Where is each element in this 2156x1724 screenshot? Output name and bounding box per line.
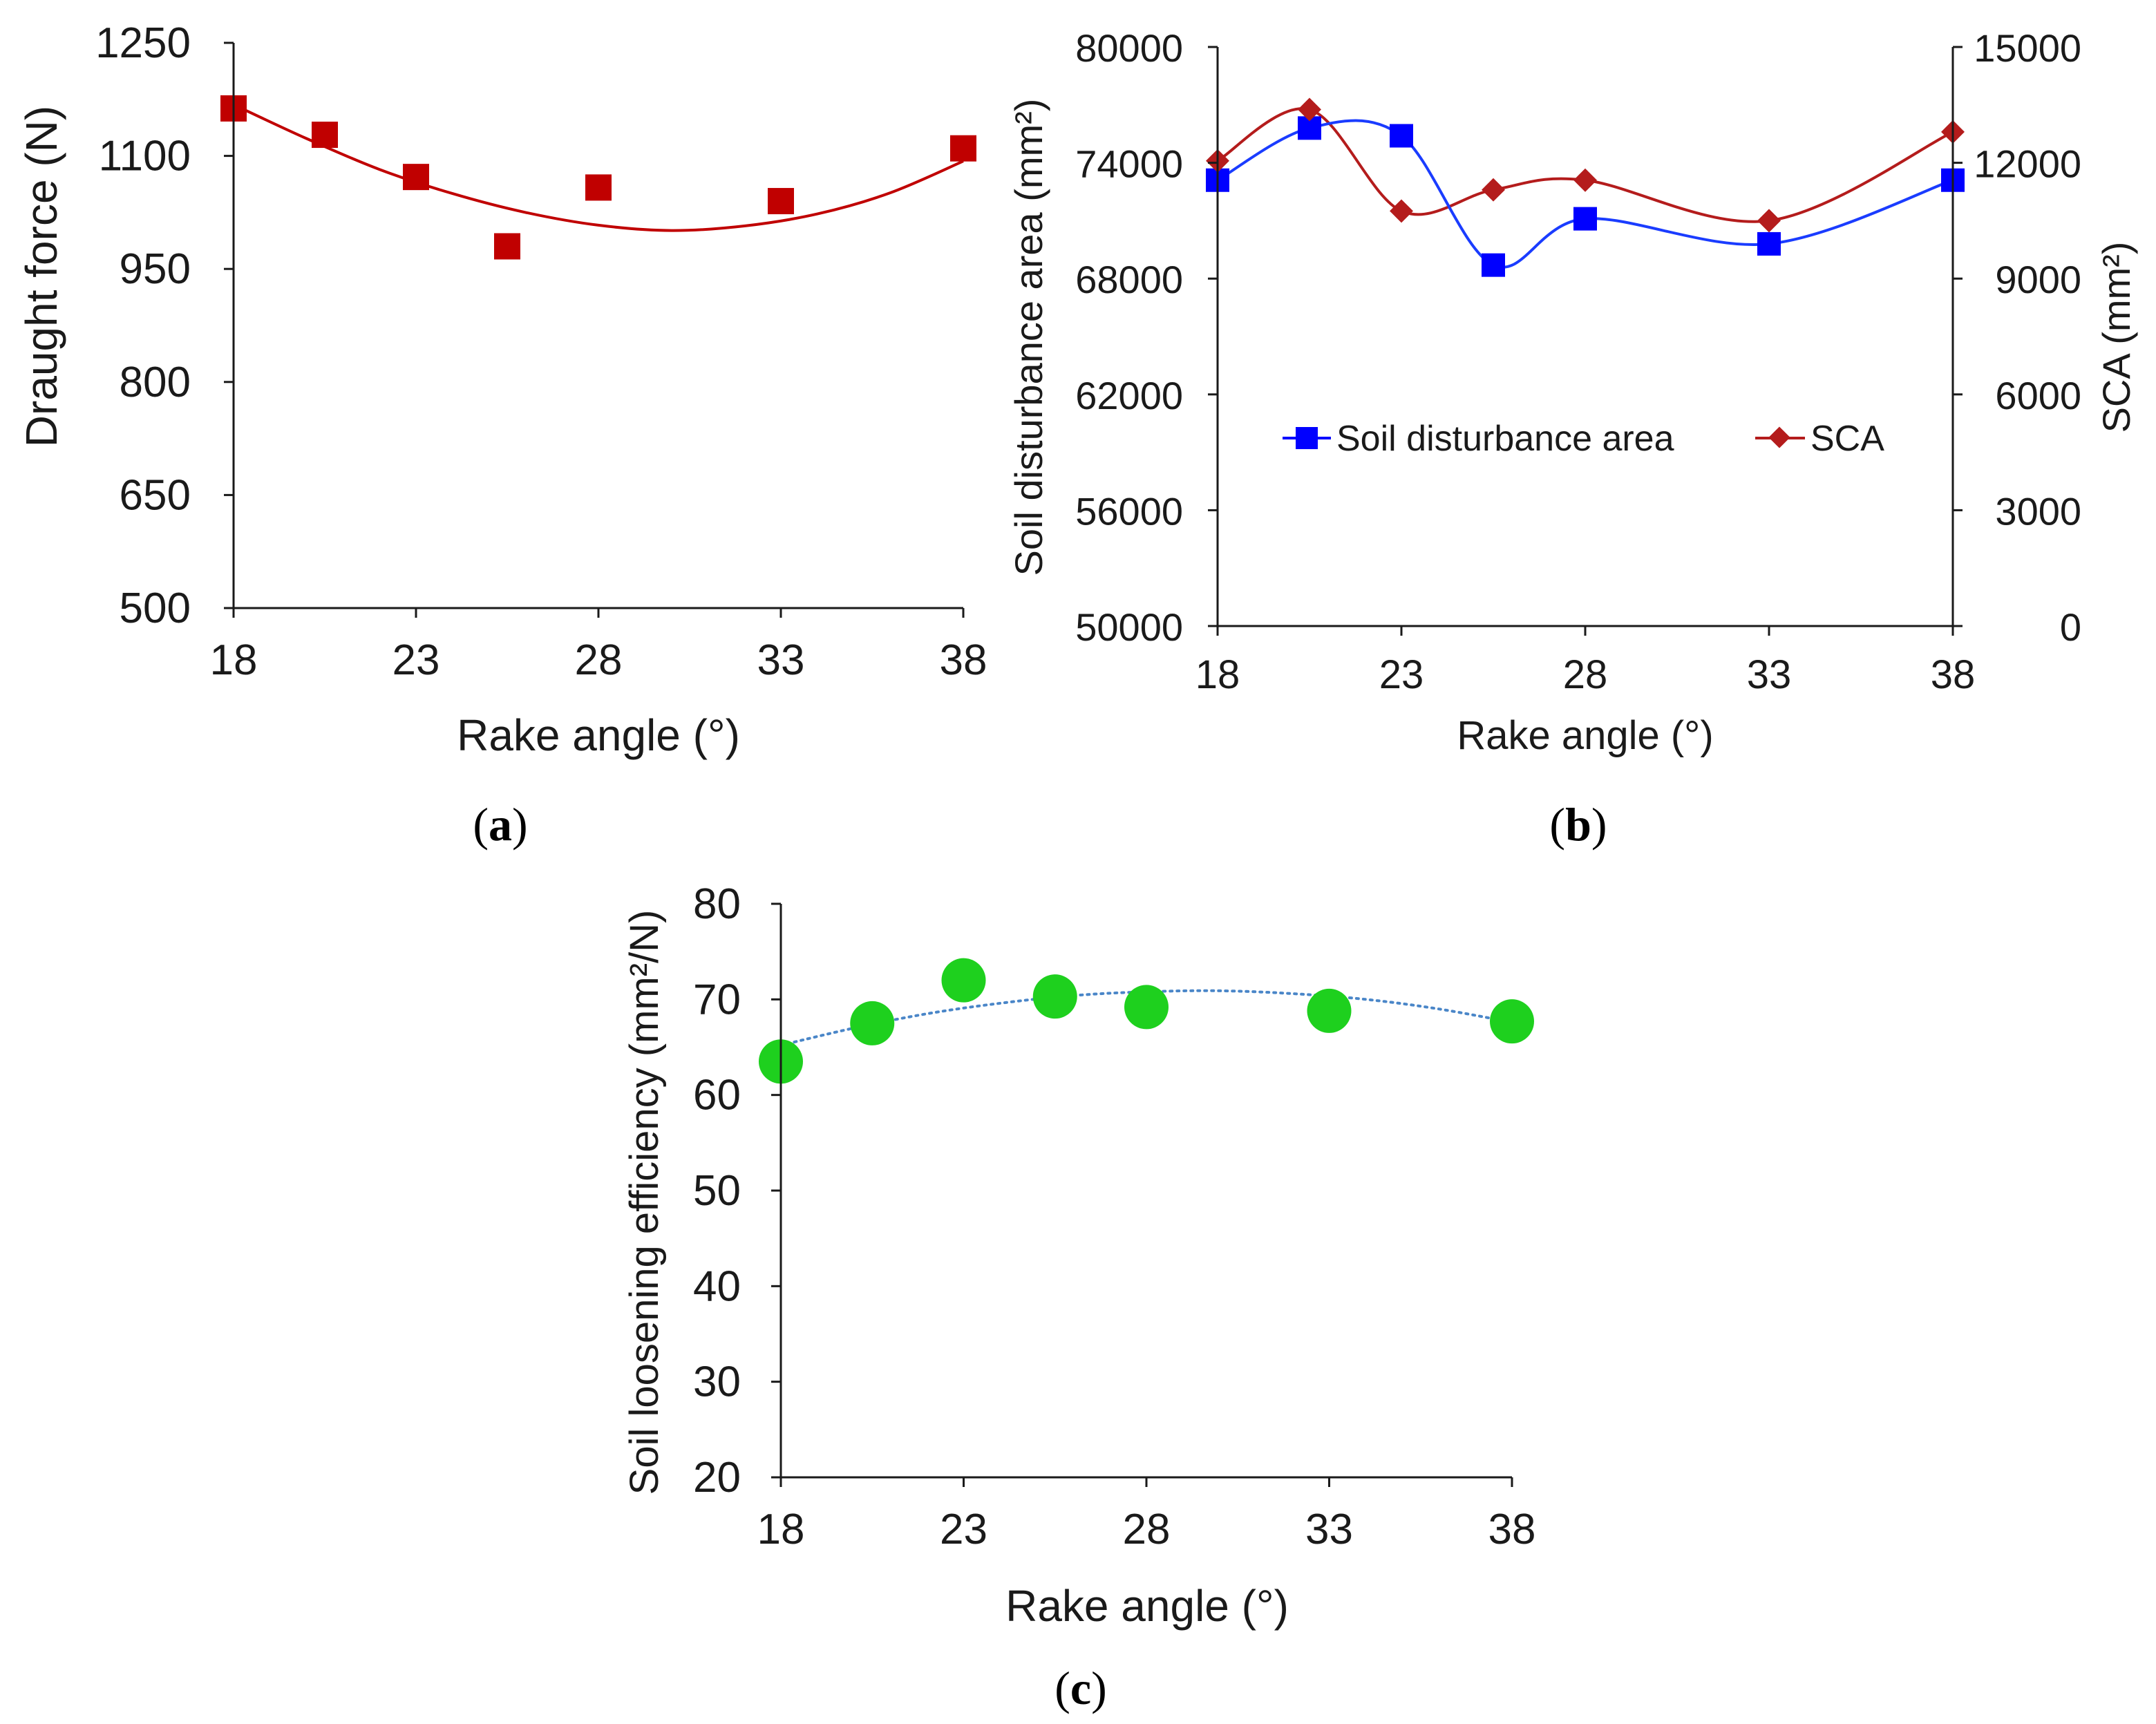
c-yticks-label: 80 [693,880,741,928]
b-yticks-label: 62000 [1075,374,1183,417]
a-yticks-label: 1250 [95,19,191,67]
panel-a-point [312,122,338,149]
a-yticks-label: 500 [120,585,191,632]
panel-b-x-ticks: 18 23 28 33 38 [1195,626,1976,697]
panel-b-left-y-axis-title: Soil disturbance area (mm²) [1007,99,1050,576]
panel-c-loosening-efficiency: 20 30 40 50 60 70 80 18 23 28 33 38 Soil loosening… [622,880,1535,1714]
b-y2ticks-label: 9000 [1995,258,2081,301]
panel-c-point [1490,999,1534,1044]
a-xticks-label: 28 [575,636,623,684]
b-xticks-label: 23 [1379,652,1424,697]
b-xticks-label: 28 [1563,652,1608,697]
panel-c-x-ticks: 18 23 28 33 38 [757,1477,1536,1553]
c-yticks-label: 40 [693,1262,741,1310]
b-yticks-label: 68000 [1075,258,1183,301]
panel-c-point [1032,974,1077,1019]
panel-b-sda-point [1482,253,1505,277]
panel-c-point [941,958,986,1003]
panel-b-x-axis-title: Rake angle (°) [1457,713,1713,758]
panel-a-point [950,135,976,162]
a-xticks-label: 33 [757,636,805,684]
panel-c-caption: (c) [1055,1662,1107,1714]
b-xticks-label: 38 [1931,652,1976,697]
c-yticks-label: 50 [693,1167,741,1215]
panel-a-point [494,233,520,260]
panel-a-point [403,164,429,191]
c-xticks-label: 18 [757,1506,805,1553]
a-xticks-label: 23 [393,636,440,684]
c-xticks-label: 33 [1305,1506,1353,1553]
b-y2ticks-label: 15000 [1974,26,2081,70]
panel-b-right-y-axis-title: SCA (mm²) [2094,242,2138,433]
c-yticks-label: 70 [693,976,741,1023]
panel-a-trendline [233,103,964,232]
b-y2ticks-label: 0 [2060,605,2081,649]
panel-b-sca-point [1482,178,1505,202]
panel-c-marks [759,958,1534,1084]
b-xticks-label: 33 [1747,652,1792,697]
a-yticks-label: 950 [120,245,191,293]
panel-b-caption: (b) [1549,798,1607,851]
legend-sca-marker [1768,426,1790,448]
c-xticks-label: 23 [940,1506,987,1553]
panel-a-x-axis-title: Rake angle (°) [457,710,740,760]
panel-b-soil-disturbance: 50000 56000 62000 68000 74000 80000 0 3000 6000… [1007,26,2138,851]
panel-b-sca-point [1298,97,1321,122]
legend-sda-label: Soil disturbance area [1336,419,1674,459]
panel-b-sca-point [1757,209,1781,233]
b-y2ticks-label: 3000 [1995,489,2081,533]
panel-a-marks [220,95,976,260]
b-y2ticks-label: 12000 [1974,142,2081,186]
a-yticks-label: 1100 [99,133,191,180]
panel-b-sca-line [1216,107,1954,223]
panel-b-marks [1206,97,1965,277]
panel-b-sca-point [1390,199,1413,223]
panel-a-y-ticks: 500 650 800 950 1100 1250 [95,19,234,632]
panel-c-trendline [779,989,1513,1047]
panel-b-sda-point [1573,207,1597,231]
panel-a-caption: (a) [473,798,527,851]
a-xticks-label: 18 [210,636,258,684]
c-yticks-label: 60 [693,1072,741,1119]
panel-a-point [585,174,612,201]
b-yticks-label: 56000 [1075,489,1183,533]
panel-c-caption-letter: c [1070,1662,1091,1714]
b-yticks-label: 74000 [1075,142,1183,186]
panel-a-point [768,188,794,215]
panel-c-point [1307,988,1352,1033]
a-yticks-label: 650 [120,471,191,519]
c-xticks-label: 28 [1123,1506,1171,1553]
panel-b-left-y-ticks: 50000 56000 62000 68000 74000 80000 [1075,26,1218,649]
panel-b-sda-point [1757,231,1781,256]
panel-c-x-axis-title: Rake angle (°) [1005,1581,1289,1631]
a-xticks-label: 38 [940,636,987,684]
c-yticks-label: 30 [693,1358,741,1406]
b-y2ticks-label: 6000 [1995,374,2081,417]
panel-b-sca-point [1573,168,1597,192]
b-yticks-label: 50000 [1075,605,1183,649]
c-xticks-label: 38 [1488,1506,1536,1553]
b-xticks-label: 18 [1195,652,1240,697]
panel-c-y-axis-title: Soil loosening efficiency (mm²/N) [622,910,667,1495]
b-yticks-label: 80000 [1075,26,1183,70]
legend-sda-marker [1296,427,1318,449]
panel-a-x-ticks: 18 23 28 33 38 [210,608,987,684]
panel-a-y-axis-title: Draught force (N) [17,106,66,447]
a-yticks-label: 800 [120,359,191,406]
panel-b-right-y-ticks: 0 3000 6000 9000 12000 15000 [1953,26,2081,649]
panel-b-caption-letter: b [1565,798,1591,851]
legend-sca-label: SCA [1810,419,1884,459]
panel-b-sda-point [1390,124,1413,148]
panel-a-draught-force: 500 650 800 950 1100 1250 18 23 28 33 38 Draught … [17,19,987,851]
panel-a-caption-letter: a [489,798,512,851]
panel-c-point [850,1001,895,1045]
panel-c-point [1124,985,1169,1030]
panel-c-y-ticks: 20 30 40 50 60 70 80 [693,880,781,1502]
c-yticks-label: 20 [693,1454,741,1502]
panel-b-legend: Soil disturbance area SCA [1283,419,1884,459]
